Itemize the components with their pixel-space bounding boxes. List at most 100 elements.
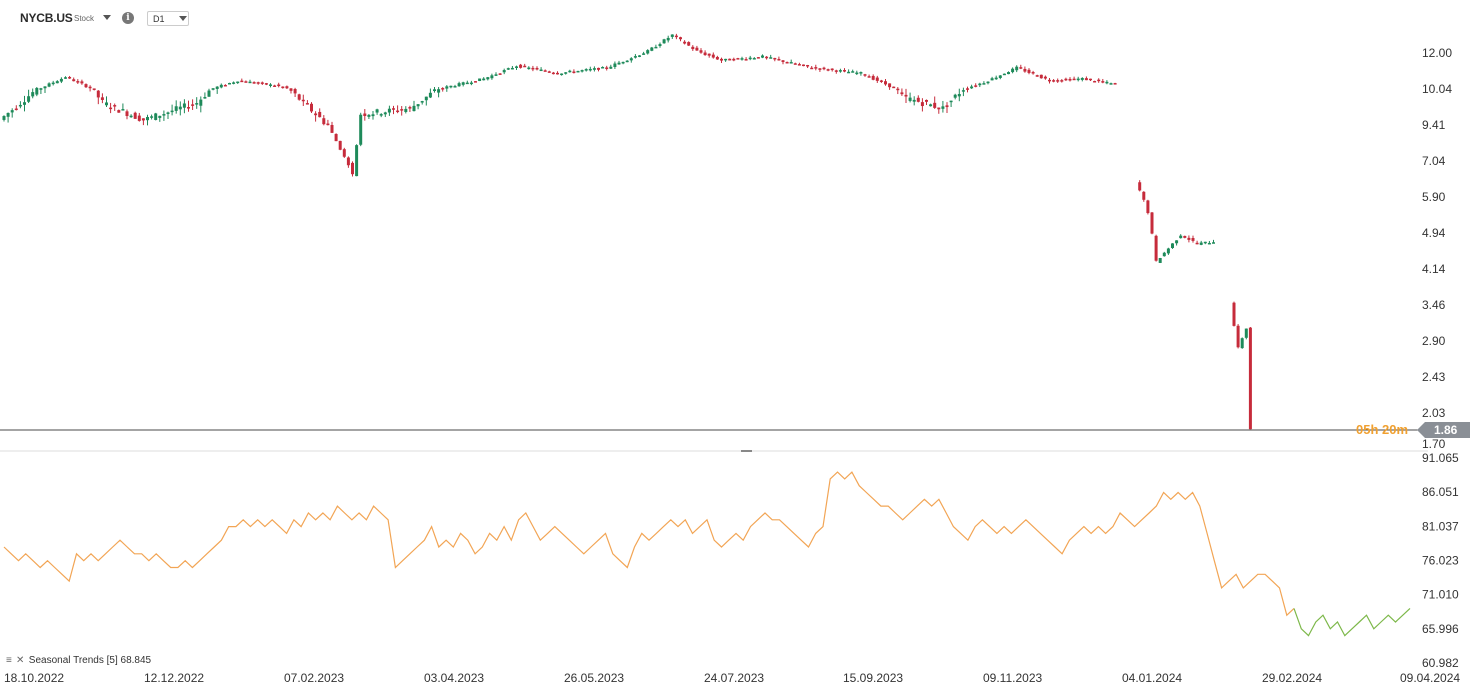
candle-body xyxy=(84,84,88,88)
candle-body xyxy=(1191,238,1195,241)
candle-body xyxy=(88,86,92,89)
price-tick-label: 5.90 xyxy=(1422,190,1446,204)
candle-body xyxy=(1171,243,1174,249)
candle-body xyxy=(215,86,219,89)
candle-body xyxy=(433,89,436,92)
candle-body xyxy=(1072,78,1076,81)
candle-body xyxy=(695,47,699,51)
candle-body xyxy=(633,56,637,58)
candle-body xyxy=(576,70,580,73)
candle-body xyxy=(355,145,359,177)
candle-body xyxy=(125,111,129,117)
candle-body xyxy=(170,110,174,113)
candle-body xyxy=(1097,79,1101,82)
candle-body xyxy=(728,58,732,61)
candle-body xyxy=(1162,252,1166,257)
date-tick-label: 09.04.2024 xyxy=(1400,671,1460,685)
candle-body xyxy=(1031,72,1035,74)
indicator-tick-label: 76.023 xyxy=(1422,554,1459,568)
candle-body xyxy=(191,104,195,106)
candle-body xyxy=(1064,78,1068,81)
candle-body xyxy=(375,109,379,113)
candle-body xyxy=(937,107,941,110)
candle-body xyxy=(1187,237,1191,240)
price-y-axis: 12.00 10.04 9.41 7.04 5.90 4.94 4.14 3.46 2.90 2.… xyxy=(1422,46,1452,451)
candle-body xyxy=(428,92,432,98)
candle-body xyxy=(605,67,609,69)
candle-body xyxy=(879,80,883,82)
date-x-axis: 18.10.2022 12.12.2022 07.02.2023 03.04.2023… xyxy=(4,671,1460,685)
candle-body xyxy=(687,42,691,46)
candle-body xyxy=(474,81,477,83)
candle-body xyxy=(863,74,867,76)
candle-body xyxy=(326,123,330,126)
candle-body xyxy=(187,107,190,109)
candle-body xyxy=(1052,80,1056,82)
candle-body xyxy=(1002,73,1006,76)
symbol-label[interactable]: NYCB.US xyxy=(20,11,73,25)
candle-body xyxy=(629,58,633,61)
price-tick-label: 3.46 xyxy=(1422,298,1446,312)
candle-body xyxy=(613,63,617,67)
candle-body xyxy=(281,86,285,89)
candle-body xyxy=(1089,78,1092,81)
candle-body xyxy=(113,105,117,107)
candle-body xyxy=(109,107,113,110)
candle-body xyxy=(1101,81,1105,83)
candle-body xyxy=(51,82,55,85)
candle-body xyxy=(146,116,149,121)
candle-body xyxy=(289,88,293,91)
candle-body xyxy=(650,47,654,51)
close-icon[interactable]: ✕ xyxy=(16,655,25,666)
candle-body xyxy=(137,115,141,121)
menu-icon[interactable]: ≡ xyxy=(6,655,12,666)
symbol-dropdown-chevron-down-icon[interactable] xyxy=(103,15,111,20)
candle-body xyxy=(847,71,851,74)
candle-body xyxy=(35,87,39,95)
candle-body xyxy=(711,54,715,58)
candle-body xyxy=(1146,200,1150,214)
candle-body xyxy=(1183,235,1187,238)
indicator-tick-label: 65.996 xyxy=(1422,622,1459,636)
info-icon[interactable]: i xyxy=(122,12,134,24)
candle-body xyxy=(1236,325,1240,348)
candle-body xyxy=(338,140,342,150)
candle-body xyxy=(806,64,810,67)
candle-body xyxy=(6,112,10,117)
candle-body xyxy=(920,102,924,107)
candle-body xyxy=(121,109,125,111)
candle-body xyxy=(150,116,154,118)
candle-body xyxy=(55,81,59,84)
candle-body xyxy=(1142,191,1146,200)
candle-body xyxy=(900,92,904,95)
timeframe-select[interactable]: D1 xyxy=(147,11,189,26)
candle-body xyxy=(834,70,838,72)
candle-body xyxy=(588,68,592,71)
candle-body xyxy=(945,105,949,108)
candle-body xyxy=(658,44,662,47)
seasonal-trend-forecast xyxy=(1293,607,1411,637)
candle-body xyxy=(223,84,227,87)
candle-body xyxy=(1076,78,1080,81)
candle-body xyxy=(830,68,834,71)
candle-body xyxy=(1199,242,1203,245)
candle-body xyxy=(761,55,764,58)
candle-body xyxy=(59,78,63,82)
candle-body xyxy=(531,67,535,70)
candle-body xyxy=(277,84,281,87)
candle-body xyxy=(994,77,998,80)
candle-body xyxy=(244,81,248,83)
price-tick-label: 9.41 xyxy=(1422,118,1446,132)
candle-body xyxy=(1068,78,1072,81)
candle-body xyxy=(769,57,773,59)
candle-body xyxy=(818,68,822,70)
candle-body xyxy=(998,75,1002,78)
candle-body xyxy=(1175,240,1179,244)
candle-body xyxy=(527,67,531,70)
candle-body xyxy=(785,61,789,64)
candle-body xyxy=(482,78,486,81)
candle-body xyxy=(27,96,31,102)
candle-body xyxy=(912,99,916,102)
candle-body xyxy=(568,70,572,73)
